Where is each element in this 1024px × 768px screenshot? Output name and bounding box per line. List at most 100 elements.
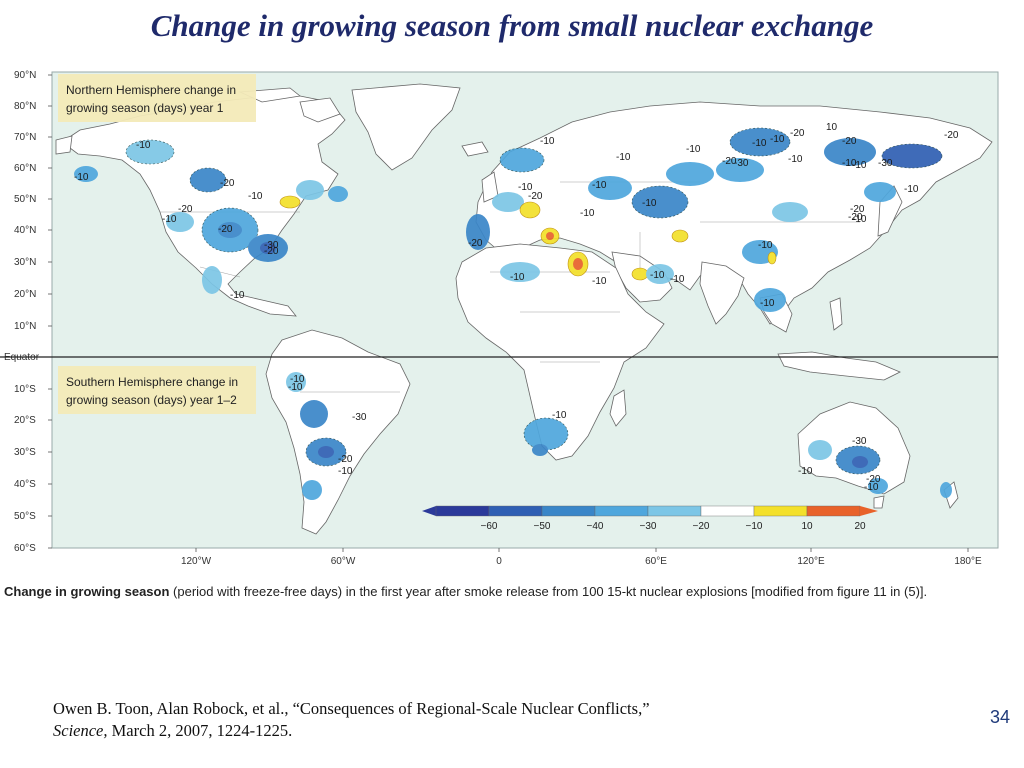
latitude-label: 30°N — [14, 257, 36, 268]
latitude-label: 10°S — [14, 384, 36, 395]
contour-label: -20 — [866, 474, 881, 485]
legend-arrow-left — [422, 506, 436, 516]
contour-label: -20 — [338, 454, 353, 465]
growing-season-map: 90°N 80°N 70°N 60°N 50°N 40°N 30°N 20°N 10°N Equa… — [0, 62, 1024, 582]
contour-label: -10 — [842, 158, 857, 169]
figure-caption: Change in growing season (period with fr… — [4, 584, 1020, 599]
legend-swatch — [541, 505, 596, 517]
latitude-label: 20°N — [14, 289, 36, 300]
contour-label: -10 — [770, 134, 785, 145]
legend-tick-label: −40 — [587, 521, 604, 532]
contour-label: -10 — [162, 214, 177, 225]
contour-label: -10 — [290, 374, 305, 385]
legend-swatch — [647, 505, 702, 517]
citation-line2: Science, March 2, 2007, 1224-1225. — [53, 720, 873, 742]
contour-label: -10 — [580, 208, 595, 219]
contour-label: -30 — [352, 412, 367, 423]
legend-arrow-right — [860, 506, 878, 516]
contour-label: -10 — [592, 276, 607, 287]
contour-label: -10 — [686, 144, 701, 155]
citation-rest: March 2, 2007, 1224-1225. — [107, 721, 293, 740]
legend-tick-label: −20 — [693, 521, 710, 532]
contour-label: -20 — [528, 191, 543, 202]
latitude-label: 10°N — [14, 321, 36, 332]
contour-label: -10 — [758, 240, 773, 251]
africa — [455, 243, 665, 461]
contour-label: -20 — [264, 246, 279, 257]
legend-swatch — [594, 505, 649, 517]
legend-tick-label: −30 — [640, 521, 657, 532]
longitude-label: 120°E — [797, 556, 825, 567]
contour-label: -30 — [734, 158, 749, 169]
latitude-label: 60°N — [14, 163, 36, 174]
contour-label: -20 — [842, 136, 857, 147]
legend-swatch — [435, 505, 490, 517]
contour-labels: -10-20-10-20-10-20-10-30-20-10-10-10-10-… — [74, 122, 959, 493]
latitude-label: 80°N — [14, 101, 36, 112]
indian-subcontinent — [699, 261, 745, 325]
contour-label: -10 — [788, 154, 803, 165]
contour-label: -30 — [878, 158, 893, 169]
latitude-label: 60°S — [14, 543, 36, 554]
caption-rest: (period with freeze-free days) in the fi… — [169, 584, 928, 599]
longitude-label: 180°E — [954, 556, 982, 567]
south-panel-line2: growing season (days) year 1–2 — [66, 393, 237, 407]
slide-number: 34 — [990, 707, 1011, 727]
contour-label: -20 — [722, 156, 737, 167]
color-legend: −60 −50 −40 −30 −20 −10 10 20 — [422, 505, 878, 532]
north-panel-line2: growing season (days) year 1 — [66, 101, 224, 115]
contour-label: -20 — [468, 238, 483, 249]
contour-label: -10 — [510, 272, 525, 283]
citation: Owen B. Toon, Alan Robock, et al., “Cons… — [53, 698, 873, 742]
longitude-axis: 120°W 60°W 0 60°E 120°E 180°E — [181, 548, 982, 567]
legend-swatch — [488, 505, 543, 517]
contour-label: -10 — [616, 152, 631, 163]
contour-label: -30 — [852, 436, 867, 447]
latitude-label: 70°N — [14, 132, 36, 143]
legend-swatch — [700, 505, 755, 517]
latitude-label: 50°S — [14, 511, 36, 522]
contour-label: -10 — [288, 382, 303, 393]
legend-tick-label: −60 — [481, 521, 498, 532]
south-panel-line1: Southern Hemisphere change in — [66, 375, 238, 389]
contour-label: -20 — [218, 224, 233, 235]
contour-label: -10 — [642, 198, 657, 209]
anomaly-patches — [74, 127, 952, 500]
contour-label: -20 — [848, 212, 863, 223]
contour-label: -10 — [752, 138, 767, 149]
contour-label: -10 — [852, 214, 867, 225]
greenland — [351, 83, 461, 171]
legend-tick-label: −50 — [534, 521, 551, 532]
legend-tick-label: 20 — [854, 521, 866, 532]
contour-label: -10 — [760, 298, 775, 309]
contour-label: -10 — [540, 136, 555, 147]
legend-swatch — [806, 505, 861, 517]
latitude-label: 90°N — [14, 70, 36, 81]
caption-bold: Change in growing season — [4, 584, 170, 599]
latitude-label: 30°S — [14, 447, 36, 458]
legend-tick-label: −10 — [746, 521, 763, 532]
contour-label: -10 — [338, 466, 353, 477]
citation-journal: Science, — [53, 721, 108, 740]
contour-label: -10 — [798, 466, 813, 477]
longitude-label: 120°W — [181, 556, 212, 567]
longitude-label: 0 — [496, 556, 502, 567]
contour-label: -10 — [230, 290, 245, 301]
contour-label: -20 — [850, 204, 865, 215]
north-panel-label: Northern Hemisphere change in growing se… — [58, 74, 256, 122]
contour-label: -10 — [852, 160, 867, 171]
contour-label: -10 — [904, 184, 919, 195]
latitude-label: 40°S — [14, 479, 36, 490]
contour-label: -20 — [220, 178, 235, 189]
south-panel-label: Southern Hemisphere change in growing se… — [58, 366, 256, 414]
slide-title: Change in growing season from small nucl… — [150, 8, 874, 43]
contour-label: -10 — [650, 270, 665, 281]
longitude-label: 60°W — [331, 556, 356, 567]
latitude-label: 20°S — [14, 415, 36, 426]
contour-label: -20 — [944, 130, 959, 141]
contour-label: -10 — [248, 191, 263, 202]
latitude-label: 40°N — [14, 225, 36, 236]
longitude-label: 60°E — [645, 556, 667, 567]
contour-label: -20 — [790, 128, 805, 139]
contour-label: -10 — [74, 172, 89, 183]
